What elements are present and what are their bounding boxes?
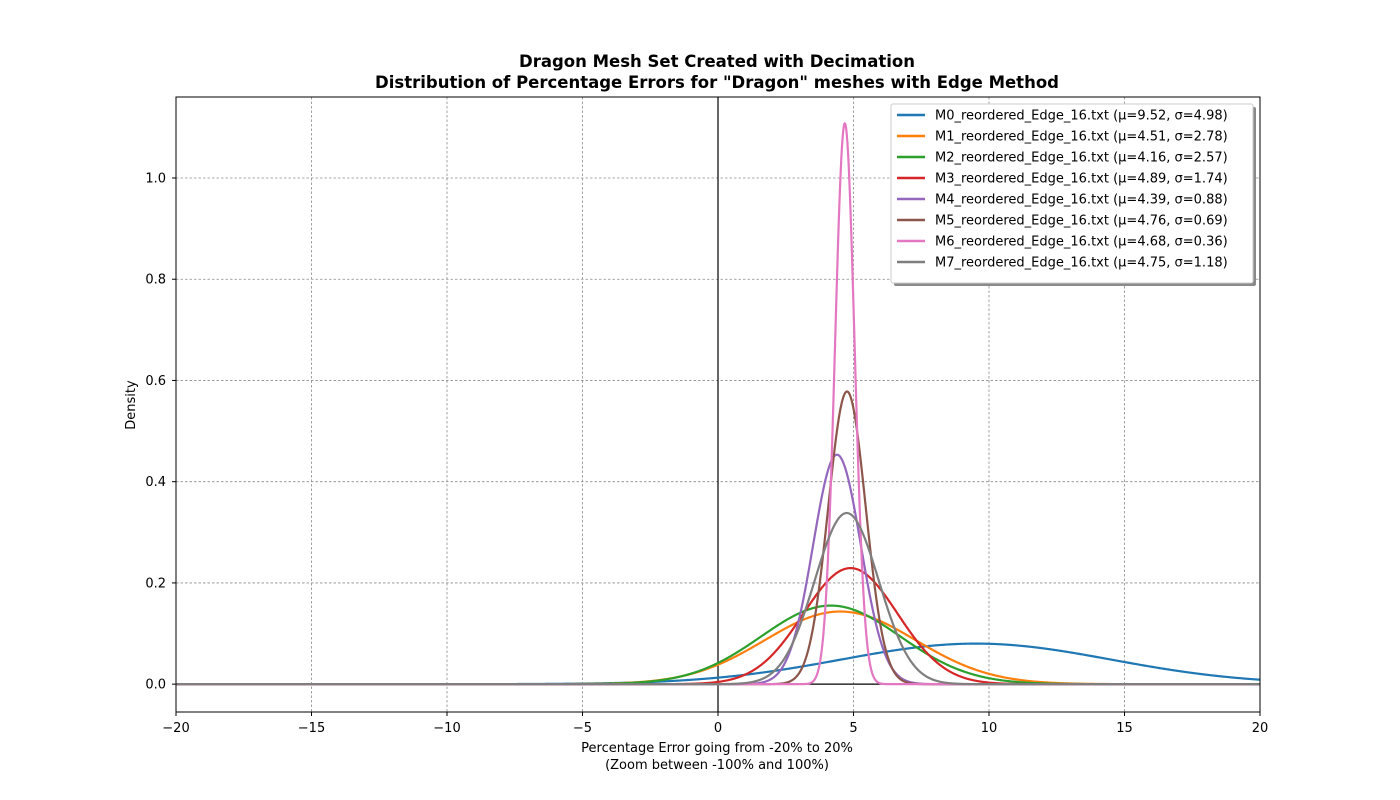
y-axis-label: Density xyxy=(124,380,139,430)
legend-label-m2: M2_reordered_Edge_16.txt (μ=4.16, σ=2.57… xyxy=(935,151,1228,166)
x-tick-label: 20 xyxy=(1252,721,1269,736)
legend-label-m6: M6_reordered_Edge_16.txt (μ=4.68, σ=0.36… xyxy=(935,235,1228,250)
y-tick-label: 0.4 xyxy=(145,475,166,490)
chart-subtitle: Distribution of Percentage Errors for "D… xyxy=(375,73,1059,92)
x-tick-label: 5 xyxy=(849,721,857,736)
x-tick-label: −10 xyxy=(433,721,460,736)
legend-label-m5: M5_reordered_Edge_16.txt (μ=4.76, σ=0.69… xyxy=(935,214,1228,229)
x-axis-label-note: (Zoom between -100% and 100%) xyxy=(605,758,829,773)
legend-label-m0: M0_reordered_Edge_16.txt (μ=9.52, σ=4.98… xyxy=(935,109,1228,124)
y-tick-label: 1.0 xyxy=(145,171,166,186)
y-tick-label: 0.6 xyxy=(145,374,166,389)
x-axis-label: Percentage Error going from -20% to 20% xyxy=(581,741,853,756)
legend-label-m3: M3_reordered_Edge_16.txt (μ=4.89, σ=1.74… xyxy=(935,172,1228,187)
plot-area xyxy=(176,122,1260,686)
legend-label-m1: M1_reordered_Edge_16.txt (μ=4.51, σ=2.78… xyxy=(935,130,1228,145)
x-tick-label: 10 xyxy=(981,721,998,736)
chart-title: Dragon Mesh Set Created with Decimation xyxy=(519,52,915,71)
x-tick-label: −20 xyxy=(162,721,189,736)
x-tick-label: −15 xyxy=(298,721,325,736)
y-tick-label: 0.8 xyxy=(145,273,166,288)
legend-label-m4: M4_reordered_Edge_16.txt (μ=4.39, σ=0.88… xyxy=(935,193,1228,208)
axis-ticks: −20 −15 −10 −5 0 5 10 15 20 0.0 0.2 0.4 0.6 0.8 1.0 xyxy=(145,171,1268,736)
legend-label-m7: M7_reordered_Edge_16.txt (μ=4.75, σ=1.18… xyxy=(935,256,1228,271)
legend-box xyxy=(890,103,1254,284)
y-tick-label: 0.2 xyxy=(145,576,166,591)
series-line-m7 xyxy=(176,511,1260,686)
y-tick-label: 0.0 xyxy=(145,678,166,693)
legend: M0_reordered_Edge_16.txt (μ=9.52, σ=4.98… xyxy=(890,103,1256,286)
x-tick-label: 15 xyxy=(1116,721,1133,736)
x-tick-label: −5 xyxy=(573,721,592,736)
x-tick-label: 0 xyxy=(714,721,722,736)
